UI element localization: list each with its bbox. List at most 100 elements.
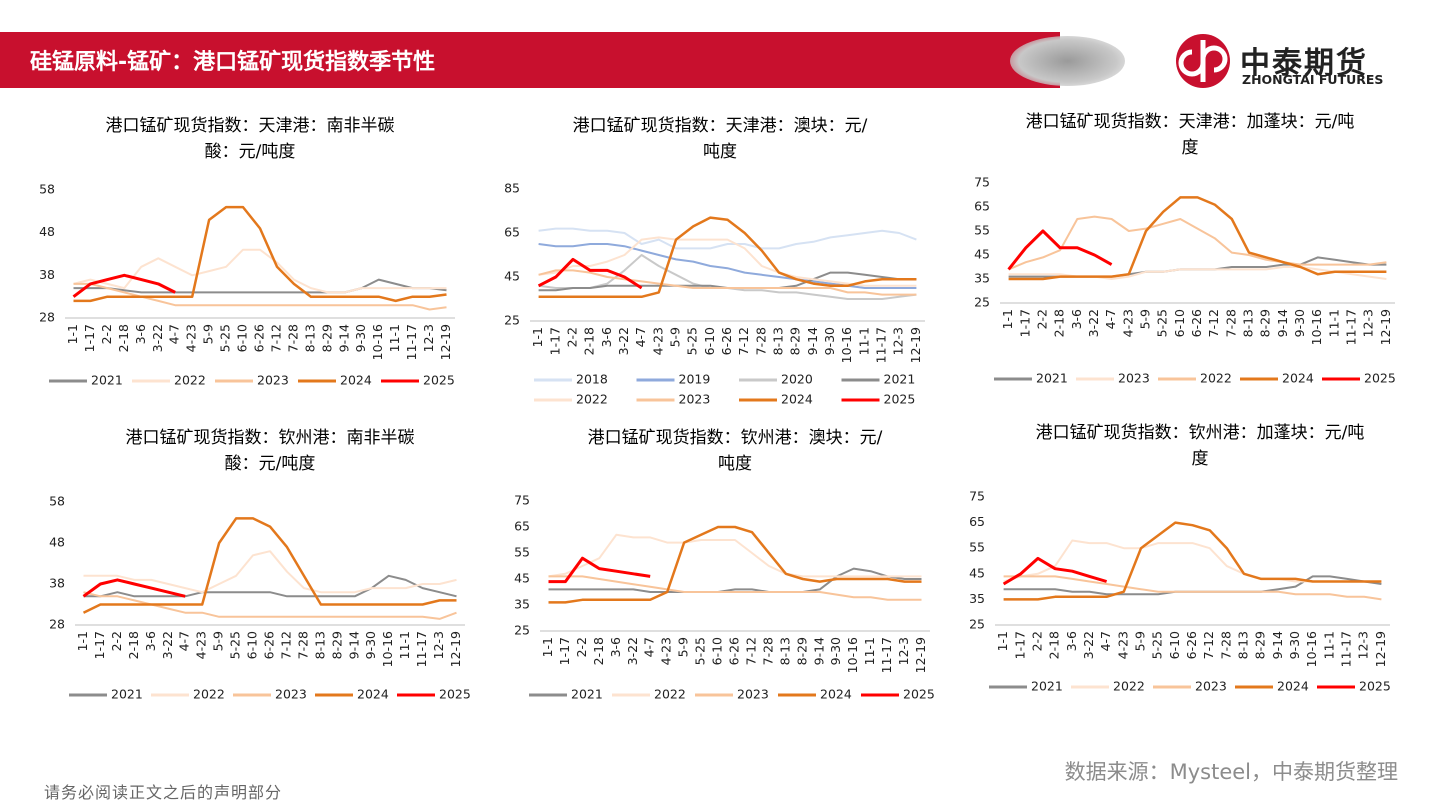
series-line [73, 248, 447, 294]
legend-label: 2024 [781, 392, 813, 407]
x-tick-label: 10-16 [845, 637, 860, 673]
disclaimer: 请务必阅读正文之后的声明部分 [44, 783, 283, 802]
x-tick-label: 12-19 [913, 637, 928, 673]
x-tick-label: 1-1 [540, 637, 555, 657]
x-tick-label: 2-18 [582, 327, 597, 355]
legend-label: 2022 [174, 373, 206, 388]
series-line [73, 282, 447, 311]
x-tick-label: 1-17 [557, 637, 572, 665]
x-tick-label: 1-17 [82, 324, 97, 352]
y-tick-label: 35 [514, 597, 530, 612]
x-tick-label: 4-7 [1103, 309, 1118, 329]
x-tick-label: 11-1 [387, 324, 402, 352]
x-tick-label: 3-22 [616, 327, 631, 355]
x-tick-label: 1-1 [75, 631, 90, 651]
x-tick-label: 11-17 [414, 631, 429, 667]
x-tick-label: 11-1 [1321, 631, 1336, 659]
header-title: 硅锰原料-锰矿：港口锰矿现货指数季节性 [30, 50, 436, 75]
x-tick-label: 5-25 [693, 637, 708, 665]
x-tick-label: 6-10 [1167, 631, 1182, 659]
x-tick-label: 8-13 [777, 637, 792, 665]
x-tick-label: 12-3 [896, 637, 911, 665]
x-tick-label: 4-23 [659, 637, 674, 665]
x-tick-label: 8-29 [788, 327, 803, 355]
x-tick-label: 2-18 [116, 324, 131, 352]
x-tick-label: 2-2 [574, 637, 589, 657]
x-tick-label: 2-18 [1052, 309, 1067, 337]
x-tick-label: 4-7 [642, 637, 657, 657]
x-tick-label: 6-26 [719, 327, 734, 355]
y-tick-label: 65 [514, 519, 530, 534]
legend-label: 2023 [737, 687, 769, 702]
x-tick-label: 12-19 [908, 327, 923, 363]
legend-label: 2022 [193, 687, 225, 702]
y-tick-label: 48 [39, 224, 55, 239]
x-tick-label: 7-28 [1218, 631, 1233, 659]
logo-name: 中泰期货 [1240, 46, 1368, 81]
y-tick-label: 25 [969, 617, 985, 632]
y-tick-label: 55 [514, 545, 530, 560]
legend-label: 2022 [1113, 679, 1145, 694]
x-tick-label: 3-22 [625, 637, 640, 665]
x-tick-label: 5-9 [1137, 309, 1152, 329]
legend-label: 2023 [1195, 679, 1227, 694]
x-tick-label: 12-19 [1373, 631, 1388, 667]
series-line [538, 216, 917, 299]
x-tick-label: 10-16 [839, 327, 854, 363]
series-line [72, 273, 176, 298]
series-line [73, 278, 447, 294]
x-tick-label: 7-12 [1201, 631, 1216, 659]
chart-title: 港口锰矿现货指数：天津港：南非半碳酸：元/吨度 [105, 116, 395, 162]
x-tick-label: 1-17 [547, 327, 562, 355]
x-tick-label: 4-7 [633, 327, 648, 347]
x-tick-label: 11-17 [1344, 309, 1359, 345]
x-tick-label: 5-9 [667, 327, 682, 347]
y-tick-label: 58 [39, 182, 55, 197]
x-tick-label: 9-14 [805, 327, 820, 355]
x-tick-label: 9-14 [1275, 309, 1290, 337]
legend-label: 2022 [1200, 371, 1232, 386]
x-tick-label: 11-17 [404, 324, 419, 360]
legend-label: 2021 [111, 687, 143, 702]
chart-title: 港口锰矿现货指数：钦州港：南非半碳酸：元/吨度 [125, 428, 415, 474]
x-tick-label: 2-18 [591, 637, 606, 665]
x-tick-label: 2-2 [1029, 631, 1044, 651]
x-tick-label: 2-2 [109, 631, 124, 651]
x-tick-label: 10-16 [1309, 309, 1324, 345]
x-tick-label: 12-3 [431, 631, 446, 659]
x-tick-label: 8-13 [302, 324, 317, 352]
x-tick-label: 4-23 [650, 327, 665, 355]
x-tick-label: 7-12 [268, 324, 283, 352]
y-tick-label: 55 [969, 540, 985, 555]
x-tick-label: 3-22 [160, 631, 175, 659]
legend-label: 2022 [654, 687, 686, 702]
y-tick-label: 75 [969, 489, 985, 504]
chart-title: 港口锰矿现货指数：天津港：加蓬块：元/吨度 [1025, 112, 1355, 158]
x-tick-label: 6-10 [710, 637, 725, 665]
legend-label: 2024 [820, 687, 852, 702]
x-tick-label: 7-12 [1206, 309, 1221, 337]
x-tick-label: 1-17 [92, 631, 107, 659]
x-tick-label: 2-2 [564, 327, 579, 347]
x-tick-label: 10-16 [1304, 631, 1319, 667]
logo-icon [1176, 34, 1230, 88]
x-tick-label: 8-13 [771, 327, 786, 355]
y-tick-label: 65 [974, 199, 990, 214]
x-tick-label: 7-12 [743, 637, 758, 665]
y-tick-label: 45 [969, 565, 985, 580]
legend-label: 2018 [576, 372, 608, 387]
legend-label: 2021 [571, 687, 603, 702]
x-tick-label: 6-10 [235, 324, 250, 352]
series-line [1007, 229, 1113, 271]
x-tick-label: 4-23 [184, 324, 199, 352]
x-tick-label: 9-14 [336, 324, 351, 352]
x-tick-label: 7-28 [295, 631, 310, 659]
series-line [83, 574, 457, 598]
x-tick-label: 6-26 [262, 631, 277, 659]
x-tick-label: 12-19 [448, 631, 463, 667]
x-tick-label: 8-29 [794, 637, 809, 665]
series-line [82, 517, 457, 614]
x-tick-label: 7-28 [753, 327, 768, 355]
x-tick-label: 9-30 [822, 327, 837, 355]
x-tick-label: 2-2 [99, 324, 114, 344]
